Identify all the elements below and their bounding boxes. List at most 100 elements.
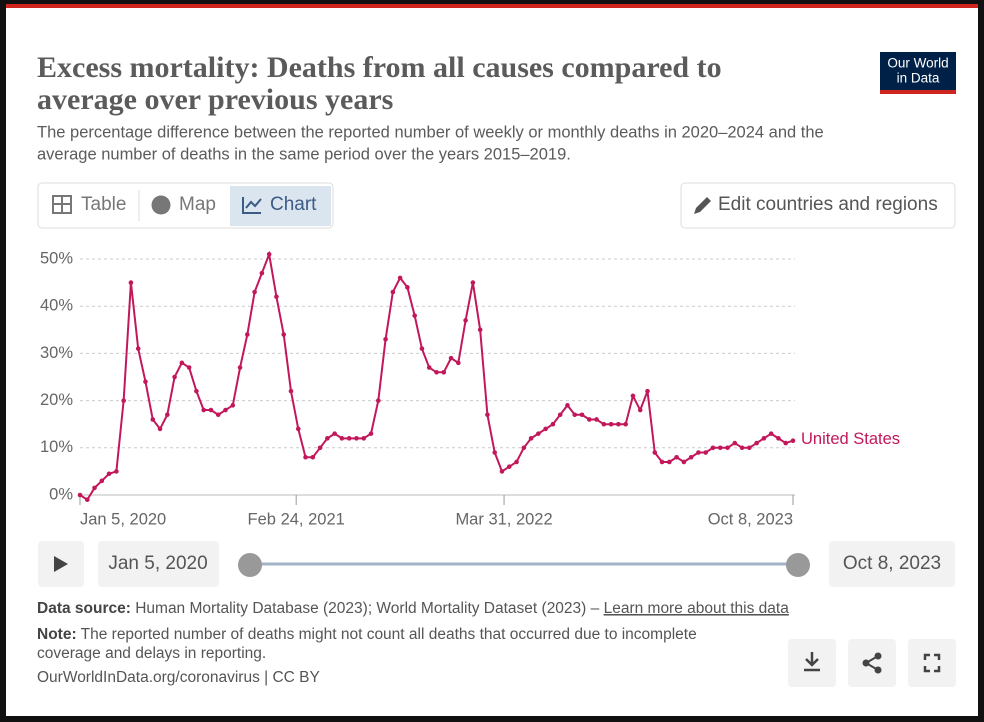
- data-point: [565, 403, 570, 408]
- data-point: [310, 454, 316, 460]
- fullscreen-button[interactable]: [908, 639, 956, 687]
- data-point: [92, 485, 97, 491]
- data-point: [303, 454, 308, 460]
- icon: [804, 652, 820, 672]
- data-point: [208, 407, 214, 413]
- data-point: [521, 445, 527, 451]
- tab-chart[interactable]: Chart: [230, 186, 331, 226]
- data-point: [623, 421, 628, 427]
- data-point: [470, 280, 476, 285]
- data-point: [368, 431, 374, 436]
- data-point: [674, 454, 679, 460]
- data-point: [99, 478, 105, 484]
- data-point: [84, 497, 90, 503]
- data-point: [485, 412, 490, 418]
- y-tick-label: 50%: [40, 249, 73, 267]
- data-point: [106, 471, 112, 477]
- learn-more[interactable]: Learn more about this data: [604, 600, 790, 617]
- data-point: [237, 365, 243, 370]
- note-text: coverage and delays in reporting.: [37, 645, 266, 662]
- logo[interactable]: Our World in Data: [880, 52, 956, 94]
- data-point: [375, 398, 381, 403]
- logo-bar: [880, 90, 956, 94]
- y-tick-label: 0%: [49, 485, 73, 503]
- logo-text: Our World: [887, 56, 948, 71]
- tab-label: Map: [179, 194, 216, 215]
- data-point: [477, 327, 483, 333]
- note-label: Note:: [37, 626, 77, 643]
- data-point: [456, 360, 461, 366]
- data-point: [768, 431, 774, 436]
- top-bar: [6, 4, 978, 8]
- data-point: [383, 336, 388, 342]
- data-point: [194, 388, 199, 394]
- data-point: [150, 417, 156, 422]
- data-point: [317, 445, 323, 451]
- data-point: [579, 412, 585, 418]
- data-point: [681, 459, 687, 465]
- tab-map[interactable]: Map: [151, 194, 216, 215]
- tab-label: Table: [81, 194, 126, 215]
- download-button[interactable]: [788, 639, 836, 687]
- data-point: [157, 426, 163, 432]
- icon: [862, 659, 870, 667]
- icon: [923, 653, 941, 673]
- data-point: [761, 436, 767, 441]
- data-point: [754, 440, 759, 446]
- date-box: [829, 541, 955, 587]
- y-tick-label: 10%: [40, 438, 73, 456]
- data-point: [448, 355, 454, 361]
- data-point: [288, 388, 294, 394]
- data-point: [659, 459, 665, 465]
- data-point: [608, 421, 614, 427]
- data-point: [463, 318, 468, 323]
- url: OurWorldInData.org/coronavirus | CC BY: [37, 669, 320, 686]
- data-point: [252, 289, 257, 295]
- data-point: [397, 275, 403, 281]
- title: average over previous years: [37, 83, 393, 116]
- data-point: [601, 421, 607, 427]
- source: Data source: Human Mortality Database (2…: [37, 600, 789, 617]
- slider-knob[interactable]: [786, 553, 810, 577]
- data-point: [725, 445, 730, 451]
- data-point: [259, 270, 265, 276]
- data-point: [688, 454, 694, 460]
- data-point: [274, 294, 279, 300]
- data-point: [747, 445, 752, 451]
- x-tick-label: Oct 8, 2023: [708, 510, 793, 528]
- button-label: Edit countries and regions: [718, 194, 938, 215]
- share-button[interactable]: [848, 639, 896, 687]
- data-point: [77, 492, 83, 498]
- data-point: [143, 379, 148, 385]
- data-point: [514, 459, 519, 465]
- data-point: [405, 285, 410, 290]
- data-point: [354, 436, 359, 441]
- data-point: [346, 436, 352, 441]
- data-point: [776, 436, 781, 441]
- data-point: [172, 374, 177, 380]
- data-point: [696, 450, 701, 455]
- data-point: [790, 438, 796, 444]
- play-button[interactable]: [38, 541, 84, 587]
- x-tick-label: Feb 24, 2021: [248, 510, 345, 528]
- x-tick-label: Jan 5, 2020: [80, 510, 166, 528]
- date-box: [98, 541, 219, 587]
- data-point: [703, 450, 708, 455]
- title: Excess mortality: Deaths from all causes…: [37, 51, 722, 84]
- slider-knob[interactable]: [238, 553, 262, 577]
- data-point: [390, 289, 396, 295]
- data-point: [266, 251, 272, 257]
- card: [6, 4, 978, 716]
- data-point: [215, 412, 221, 418]
- note: Note: The reported number of deaths migh…: [37, 626, 697, 643]
- tab-table[interactable]: Table: [52, 194, 126, 215]
- data-point: [739, 445, 745, 451]
- end-date: Oct 8, 2023: [843, 553, 941, 574]
- data-point: [543, 426, 548, 432]
- data-point: [710, 445, 716, 451]
- subtitle: average number of deaths in the same per…: [37, 145, 571, 163]
- data-point: [201, 407, 206, 413]
- data-point: [652, 450, 658, 455]
- edit-button[interactable]: Edit countries and regions: [680, 182, 956, 229]
